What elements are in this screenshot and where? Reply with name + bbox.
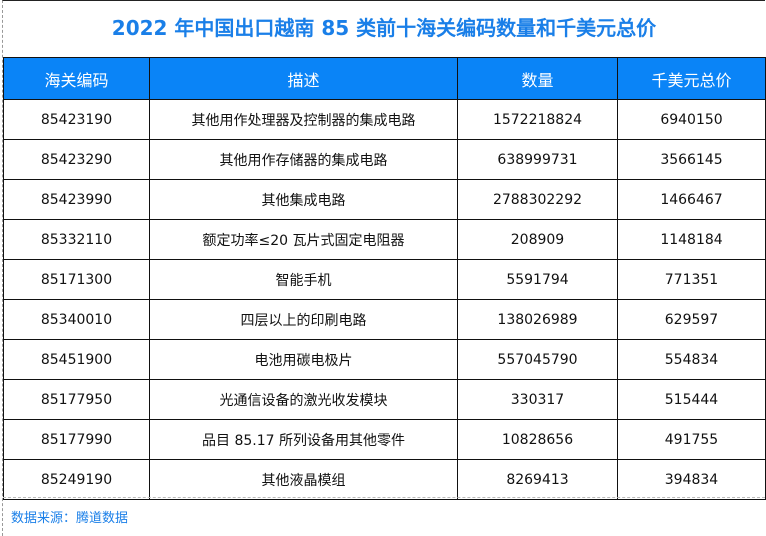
header-value: 千美元总价 xyxy=(617,57,766,100)
table-row: 85249190 其他液晶模组 8269413 394834 xyxy=(3,459,766,500)
data-table: 海关编码 描述 数量 千美元总价 85423190 其他用作处理器及控制器的集成电… xyxy=(3,57,766,500)
cell-value: 554834 xyxy=(617,339,766,380)
cell-description: 额定功率≤20 瓦片式固定电阻器 xyxy=(149,219,458,260)
cell-description: 其他用作处理器及控制器的集成电路 xyxy=(149,99,458,140)
cell-quantity: 557045790 xyxy=(457,339,618,380)
table-row: 85340010 四层以上的印刷电路 138026989 629597 xyxy=(3,299,766,340)
header-description: 描述 xyxy=(149,57,458,100)
cell-code: 85451900 xyxy=(3,339,150,380)
divider xyxy=(3,497,765,498)
cell-value: 3566145 xyxy=(617,139,766,180)
table-row: 85423990 其他集成电路 2788302292 1466467 xyxy=(3,179,766,220)
cell-value: 1466467 xyxy=(617,179,766,220)
cell-description: 光通信设备的激光收发模块 xyxy=(149,379,458,420)
header-code: 海关编码 xyxy=(3,57,150,100)
cell-description: 其他液晶模组 xyxy=(149,459,458,500)
cell-value: 6940150 xyxy=(617,99,766,140)
cell-code: 85423990 xyxy=(3,179,150,220)
cell-value: 394834 xyxy=(617,459,766,500)
table-row: 85451900 电池用碳电极片 557045790 554834 xyxy=(3,339,766,380)
cell-quantity: 8269413 xyxy=(457,459,618,500)
cell-code: 85423290 xyxy=(3,139,150,180)
cell-description: 品目 85.17 所列设备用其他零件 xyxy=(149,419,458,460)
cell-code: 85332110 xyxy=(3,219,150,260)
cell-value: 771351 xyxy=(617,259,766,300)
table-row: 85423290 其他用作存储器的集成电路 638999731 3566145 xyxy=(3,139,766,180)
cell-code: 85177990 xyxy=(3,419,150,460)
cell-value: 515444 xyxy=(617,379,766,420)
cell-quantity: 138026989 xyxy=(457,299,618,340)
table-row: 85332110 额定功率≤20 瓦片式固定电阻器 208909 1148184 xyxy=(3,219,766,260)
cell-description: 电池用碳电极片 xyxy=(149,339,458,380)
header-row: 海关编码 描述 数量 千美元总价 xyxy=(3,57,766,100)
cell-quantity: 208909 xyxy=(457,219,618,260)
cell-quantity: 5591794 xyxy=(457,259,618,300)
cell-description: 其他集成电路 xyxy=(149,179,458,220)
data-source: 数据来源：腾道数据 xyxy=(11,511,129,526)
page-title: 2022 年中国出口越南 85 类前十海关编码数量和千美元总价 xyxy=(111,16,657,40)
table-row: 85177950 光通信设备的激光收发模块 330317 515444 xyxy=(3,379,766,420)
cell-value: 491755 xyxy=(617,419,766,460)
table-row: 85171300 智能手机 5591794 771351 xyxy=(3,259,766,300)
cell-quantity: 638999731 xyxy=(457,139,618,180)
cell-description: 智能手机 xyxy=(149,259,458,300)
table-row: 85177990 品目 85.17 所列设备用其他零件 10828656 491755 xyxy=(3,419,766,460)
cell-quantity: 1572218824 xyxy=(457,99,618,140)
cell-description: 其他用作存储器的集成电路 xyxy=(149,139,458,180)
cell-code: 85249190 xyxy=(3,459,150,500)
cell-value: 1148184 xyxy=(617,219,766,260)
cell-code: 85171300 xyxy=(3,259,150,300)
cell-quantity: 2788302292 xyxy=(457,179,618,220)
cell-quantity: 10828656 xyxy=(457,419,618,460)
cell-value: 629597 xyxy=(617,299,766,340)
header-quantity: 数量 xyxy=(457,57,618,100)
table-row: 85423190 其他用作处理器及控制器的集成电路 1572218824 694015… xyxy=(3,99,766,140)
cell-code: 85340010 xyxy=(3,299,150,340)
cell-code: 85177950 xyxy=(3,379,150,420)
cell-code: 85423190 xyxy=(3,99,150,140)
cell-quantity: 330317 xyxy=(457,379,618,420)
cell-description: 四层以上的印刷电路 xyxy=(149,299,458,340)
